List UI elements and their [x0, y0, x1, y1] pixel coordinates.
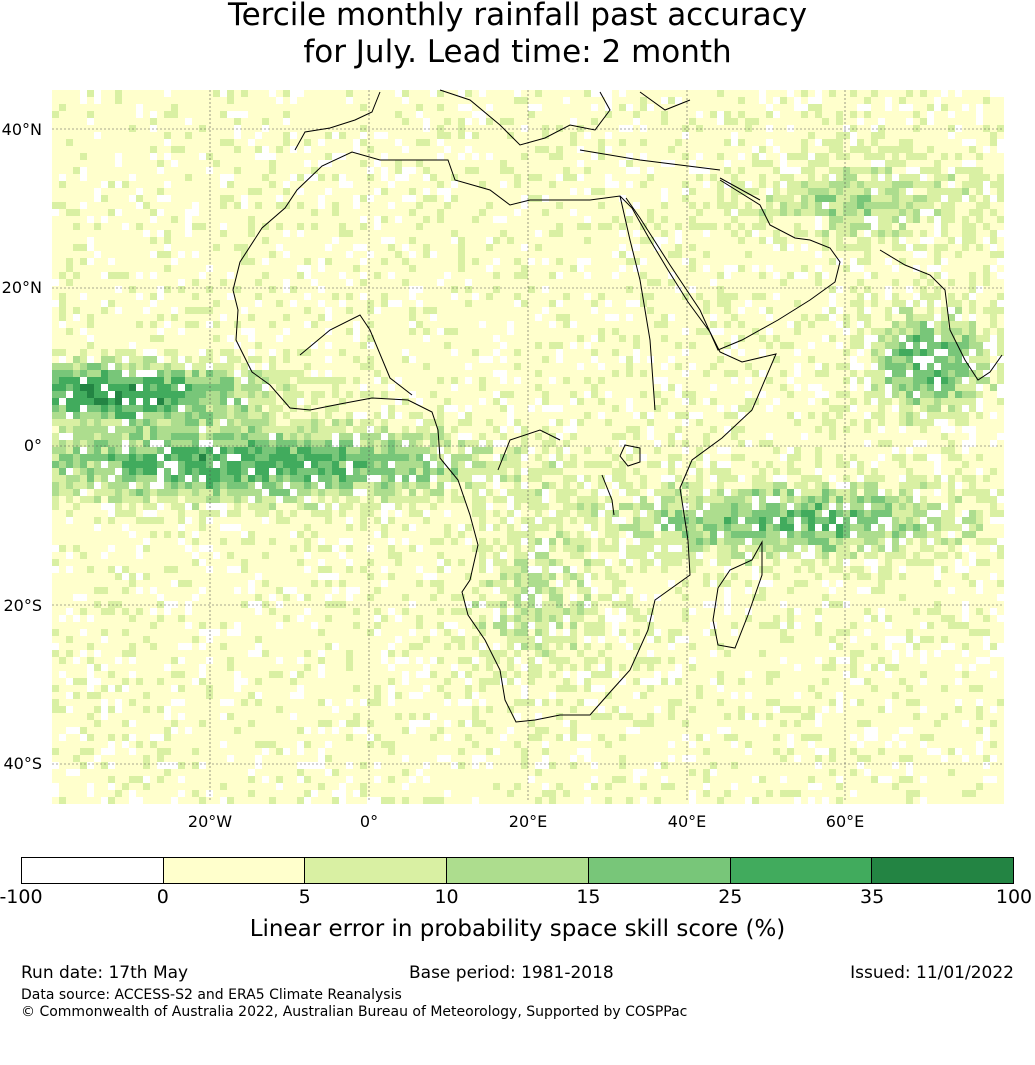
- madagascar-coastline: [712, 540, 763, 649]
- congo-river: [497, 429, 561, 471]
- copyright: © Commonwealth of Australia 2022, Austra…: [21, 1004, 688, 1020]
- base-period: Base period: 1981-2018: [409, 963, 614, 983]
- issued-date: Issued: 11/01/2022: [850, 963, 1014, 983]
- arabia-coastline: [625, 179, 841, 351]
- map-title-line2: for July. Lead time: 2 month: [303, 34, 732, 70]
- skill-map: [52, 89, 1004, 804]
- lon-label-20e: 20°E: [508, 812, 548, 831]
- colorbar-segment: [163, 858, 306, 883]
- colorbar-segment: [447, 858, 589, 883]
- colorbar-segment: [872, 858, 1014, 883]
- colorbar-tick-label: 10: [434, 886, 459, 908]
- lat-label-0: 0°: [23, 436, 42, 455]
- india-coastline: [879, 249, 1003, 381]
- data-source: Data source: ACCESS-S2 and ERA5 Climate …: [21, 987, 402, 1003]
- niger-river: [299, 314, 413, 396]
- coastlines: [232, 89, 1003, 723]
- colorbar: [21, 857, 1014, 884]
- nile-river: [619, 195, 656, 411]
- colorbar-tick-label: 100: [995, 886, 1033, 908]
- colorbar-tick-label: 15: [576, 886, 601, 908]
- lon-label-60e: 60°E: [825, 812, 865, 831]
- colorbar-segment: [22, 858, 164, 883]
- lat-label-40s: 40°S: [3, 754, 42, 773]
- colorbar-segment: [730, 858, 873, 883]
- lat-label-20s: 20°S: [3, 596, 42, 615]
- colorbar-segment: [588, 858, 731, 883]
- lon-label-40e: 40°E: [667, 812, 707, 831]
- lake-tanganyika: [601, 474, 615, 516]
- lon-label-20w: 20°W: [187, 812, 233, 831]
- colorbar-tick-label: 35: [860, 886, 885, 908]
- europe-coastline: [294, 89, 761, 201]
- colorbar-tick-label: 0: [156, 886, 169, 908]
- run-date: Run date: 17th May: [21, 963, 189, 983]
- colorbar-tick-label: 25: [718, 886, 743, 908]
- graticule: [52, 90, 1003, 802]
- colorbar-segment: [305, 858, 448, 883]
- lat-label-20n: 20°N: [1, 278, 42, 297]
- colorbar-label: Linear error in probability space skill …: [249, 916, 786, 942]
- colorbar-tick-label: 5: [298, 886, 311, 908]
- lat-label-40n: 40°N: [1, 120, 42, 139]
- africa-coastline: [232, 151, 777, 723]
- map-title-line1: Tercile monthly rainfall past accuracy: [227, 0, 808, 33]
- colorbar-tick-label: -100: [0, 886, 43, 908]
- lon-label-0: 0°: [359, 812, 379, 831]
- skill-grid: [52, 90, 1004, 804]
- lake-victoria: [619, 444, 641, 467]
